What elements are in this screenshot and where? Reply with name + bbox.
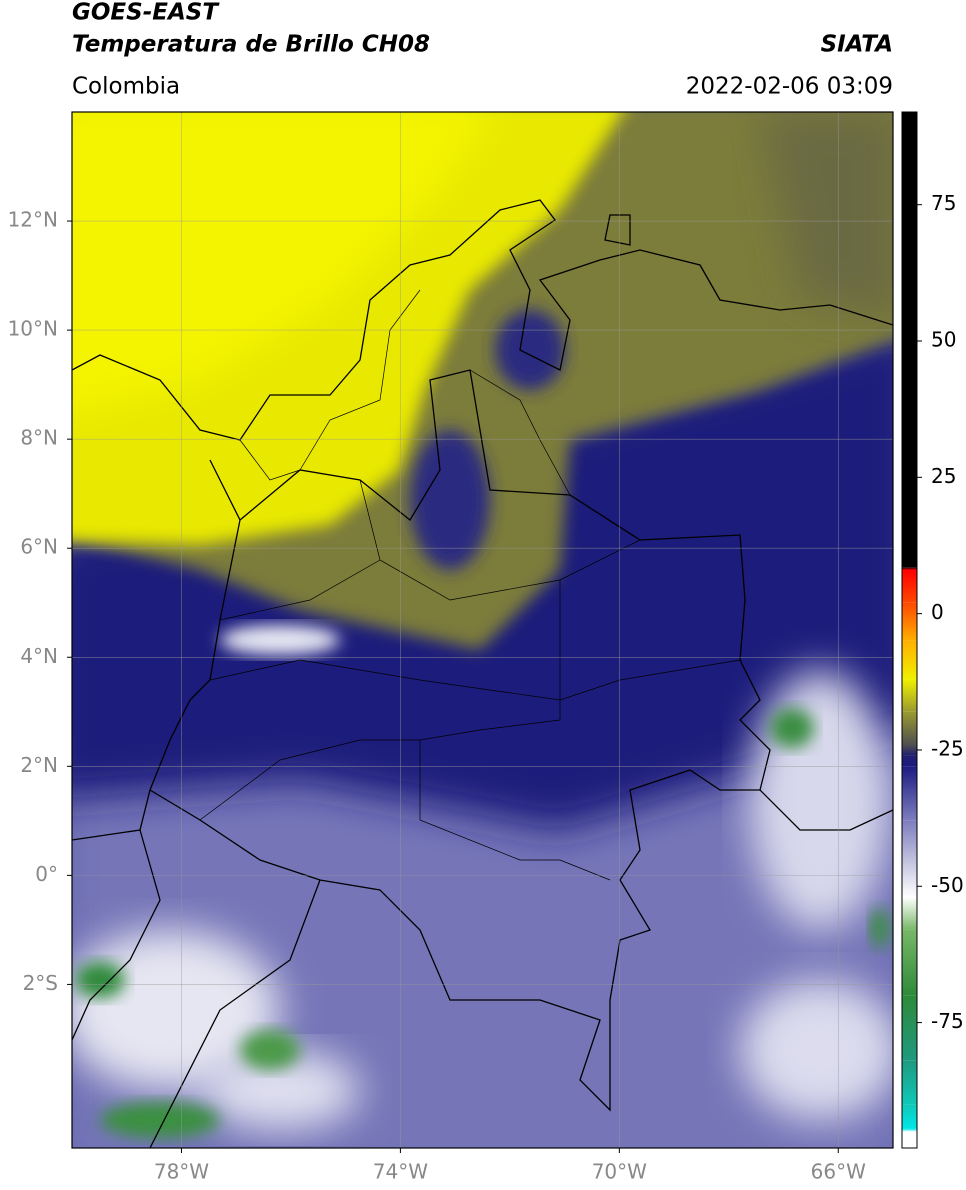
satellite-image xyxy=(72,112,893,1148)
colorbar-segment xyxy=(902,864,917,898)
colorbar-segment xyxy=(902,1131,917,1148)
colorbar-tick-label: 75 xyxy=(931,191,956,215)
colorbar-segment xyxy=(902,1104,917,1129)
y-tick-label: 10°N xyxy=(8,317,58,341)
colorbar-tick-label: 50 xyxy=(931,328,956,352)
colorbar-segment xyxy=(902,929,917,996)
colorbar-segment xyxy=(902,679,917,712)
x-tick-label: 74°W xyxy=(373,1160,428,1184)
colorbar-segment xyxy=(902,1128,917,1132)
admin-borders xyxy=(199,289,741,881)
colorbar-tick-label: -75 xyxy=(931,1009,964,1033)
colorbar-segment xyxy=(902,640,917,680)
region: Colombia xyxy=(72,74,180,100)
y-tick-label: 6°N xyxy=(20,535,58,559)
colorbar-segment xyxy=(902,766,917,821)
title: GOES-EAST xyxy=(72,0,220,26)
colorbar-tick-label: -50 xyxy=(931,873,964,897)
subtitle: Temperatura de Brillo CH08 xyxy=(72,32,430,58)
colorbar-segment xyxy=(902,897,917,930)
y-tick-label: 0° xyxy=(35,862,58,886)
y-tick-label: 2°S xyxy=(23,971,58,995)
colorbar-tick-label: 25 xyxy=(931,464,956,488)
x-tick-label: 70°W xyxy=(592,1160,647,1184)
colorbar-segment xyxy=(902,570,917,603)
colorbar-segment xyxy=(902,1060,917,1105)
y-tick-label: 2°N xyxy=(20,753,58,777)
colorbar-tick-label: -25 xyxy=(931,736,964,760)
colorbar-segment xyxy=(902,567,917,571)
colorbar-segment xyxy=(902,820,917,865)
colorbar-frame xyxy=(901,111,918,1149)
colorbar-segment xyxy=(902,602,917,641)
source: SIATA xyxy=(821,32,893,58)
y-tick-label: 8°N xyxy=(20,426,58,450)
colorbar-tick-label: 0 xyxy=(931,600,944,624)
datetime: 2022-02-06 03:09 xyxy=(686,74,893,100)
x-tick-label: 78°W xyxy=(154,1160,209,1184)
colorbar-segment xyxy=(902,744,917,756)
coastlines xyxy=(72,199,893,1148)
y-tick-label: 12°N xyxy=(8,208,58,232)
colorbar-segment xyxy=(902,995,917,1061)
x-tick-label: 66°W xyxy=(811,1160,866,1184)
map-frame xyxy=(71,111,894,1149)
colorbar-segment xyxy=(902,112,917,568)
colorbar-segment xyxy=(902,711,917,745)
colorbar-segment xyxy=(902,755,917,767)
y-tick-label: 4°N xyxy=(20,644,58,668)
